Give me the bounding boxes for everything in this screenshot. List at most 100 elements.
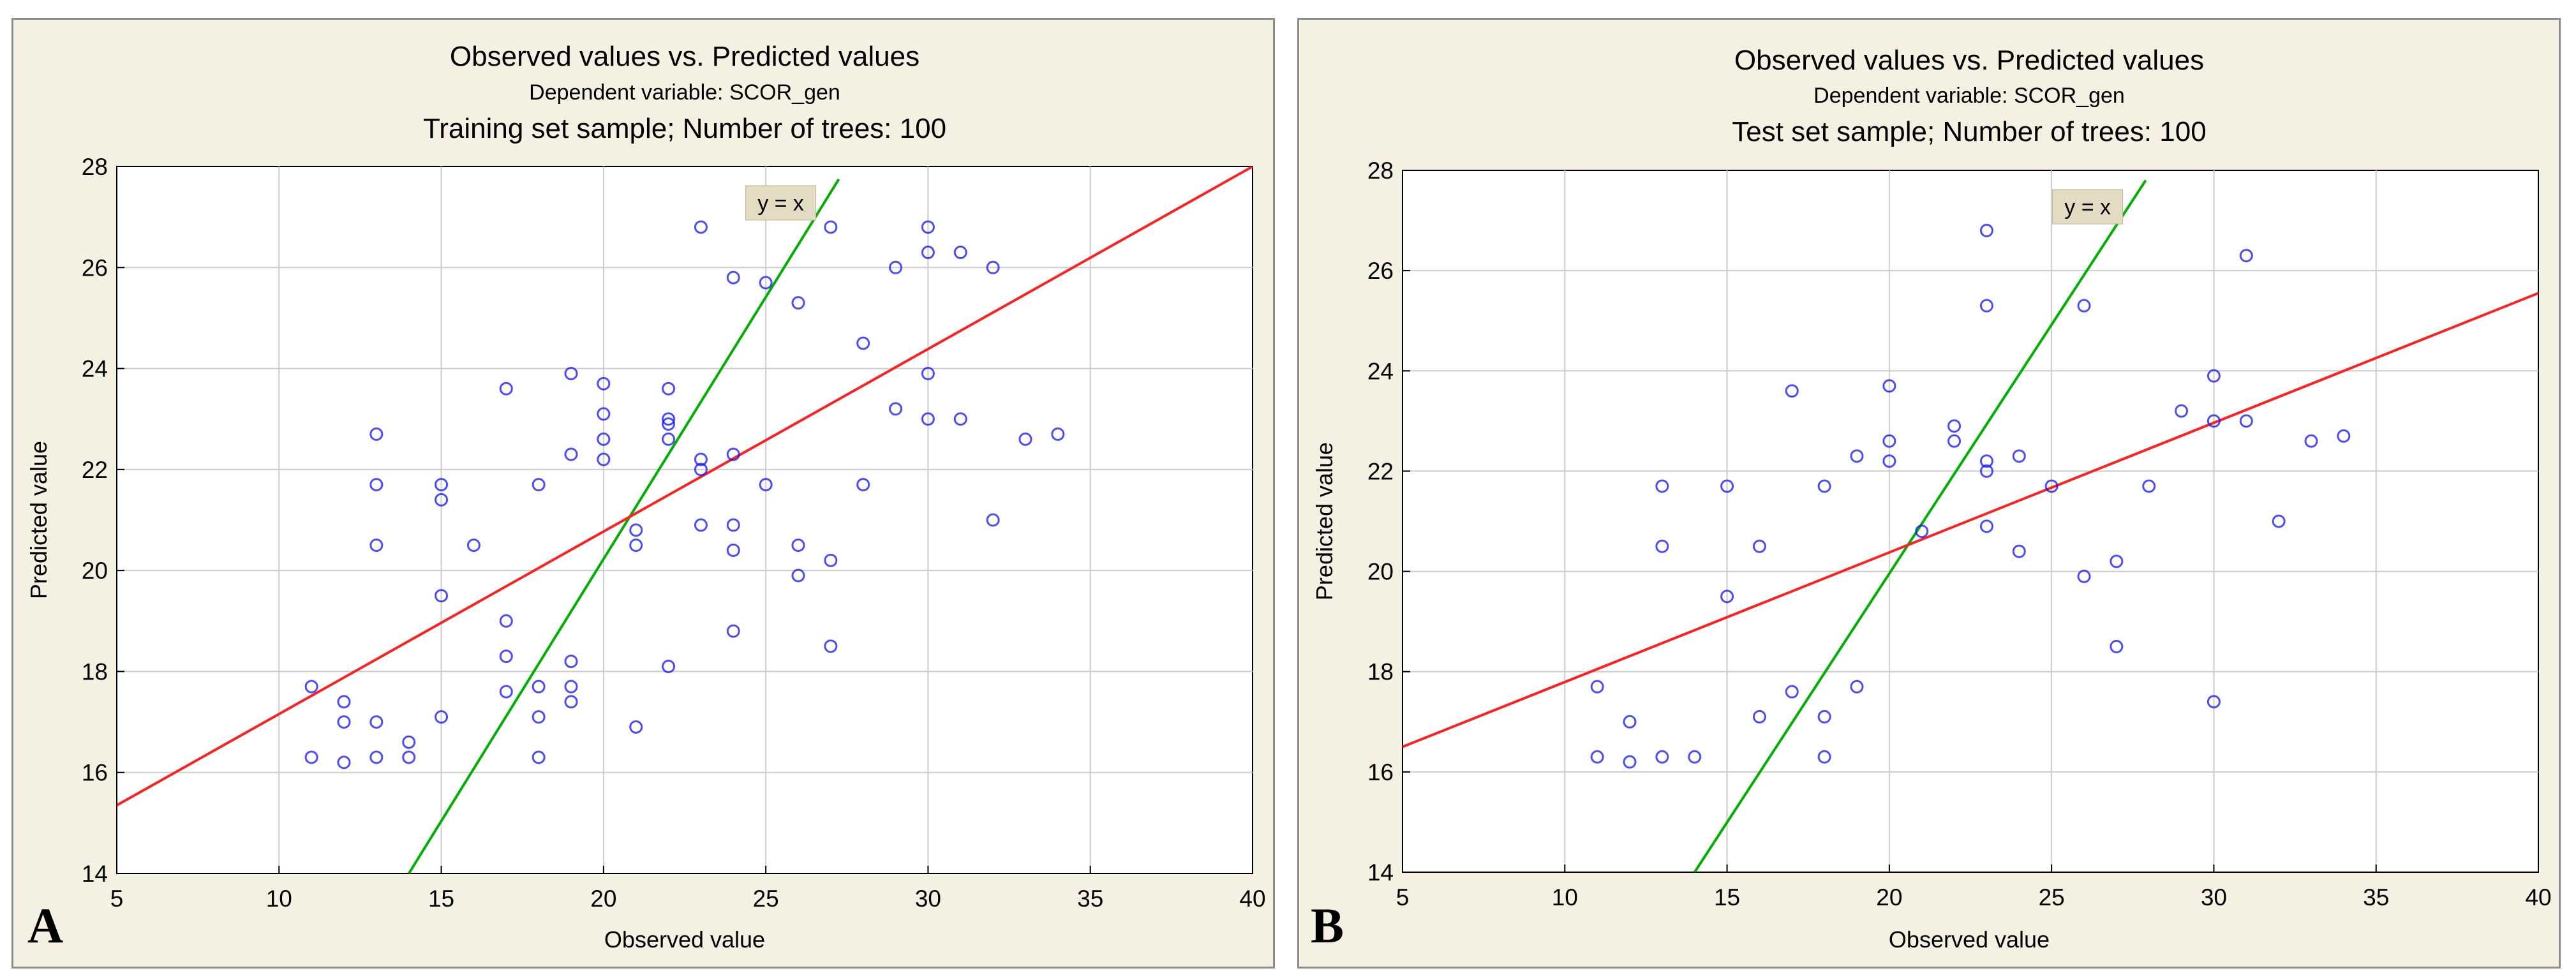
data-point [921,246,935,260]
data-point [1882,379,1896,393]
data-point [499,650,513,664]
data-point [791,296,805,310]
data-point [2175,404,2189,418]
y-tick-label: 14 [82,861,108,887]
data-point [726,447,740,461]
y-tick-label: 28 [1367,158,1394,184]
x-tick-label: 15 [428,886,454,912]
data-point [369,538,383,553]
data-point [466,538,480,553]
data-point [1979,464,1993,478]
data-point [889,402,903,416]
y-tick-label: 20 [82,558,108,584]
x-tick-label: 30 [915,886,941,912]
data-point [337,715,351,729]
y-tick-label: 14 [1367,859,1394,886]
data-point [1979,519,1993,533]
data-point [369,427,383,441]
data-point [1817,479,1831,493]
annotation-box [2052,189,2124,225]
data-point [662,417,676,431]
data-point [921,366,935,380]
data-point [564,679,578,694]
data-point [1850,679,1864,694]
data-point [1979,454,1993,468]
data-point [1882,454,1896,468]
data-point [759,276,773,290]
data-point [2012,449,2026,463]
data-point [629,523,643,537]
x-tick-label: 40 [2525,884,2551,910]
data-point [532,679,546,694]
data-point [1850,449,1864,463]
data-point [694,463,708,477]
identity-line [408,178,840,873]
data-point [662,432,676,446]
x-tick-label: 35 [2363,884,2389,910]
chart-subtitle: Dependent variable: SCOR_gen [529,80,840,105]
data-point [1817,750,1831,764]
data-point [921,220,935,234]
x-tick-label: 25 [753,886,779,912]
chart-title: Observed values vs. Predicted values [450,41,919,72]
data-point [662,382,676,396]
x-tick-label: 30 [2201,884,2227,910]
data-point [2207,414,2221,428]
y-tick-label: 26 [82,255,108,281]
data-point [694,452,708,466]
data-point [2207,695,2221,709]
data-point [402,750,416,764]
data-point [791,568,805,583]
data-point [824,553,838,567]
data-point [2110,554,2124,568]
data-point [2239,414,2253,428]
chart-marks [117,167,1253,873]
data-point [856,478,870,492]
annotation-box [745,185,817,221]
chart-subtitle: Dependent variable: SCOR_gen [1813,84,2125,108]
data-point [662,412,676,426]
data-point [2044,479,2059,493]
y-tick-label: 22 [82,457,108,483]
y-tick-label: 16 [82,760,108,786]
chart-marks [1403,179,2538,872]
data-point [629,720,643,734]
data-point [1947,434,1962,448]
data-point [889,260,903,274]
data-point [921,412,935,426]
data-point [1655,750,1669,764]
y-tick-label: 28 [82,154,108,180]
chart-title: Observed values vs. Predicted values [1734,45,2204,76]
x-tick-label: 15 [1714,884,1740,910]
data-point [304,750,318,764]
annotation-label: y = x [2064,195,2111,219]
data-point [369,750,383,764]
data-point [1720,479,1734,493]
data-point [1817,709,1831,724]
chart-subtitle2: Training set sample; Number of trees: 10… [423,113,946,144]
data-point [532,750,546,764]
data-point [759,478,773,492]
regression-line [117,167,1253,806]
data-point [2077,569,2091,583]
data-point [1979,223,1993,237]
y-axis-label: Predicted value [1311,442,1337,600]
plot-area [116,166,1253,874]
data-point [1590,679,1604,694]
data-point [2272,514,2286,528]
data-point [726,518,740,532]
data-point [304,679,318,694]
data-point [1018,432,1032,446]
data-point [564,695,578,709]
x-tick-label: 5 [1396,884,1410,910]
x-tick-label: 10 [266,886,292,912]
data-point [1623,715,1637,729]
x-tick-label: 25 [2039,884,2065,910]
y-tick-label: 20 [1367,559,1394,585]
x-axis-label: Observed value [1889,926,2050,953]
data-point [499,382,513,396]
data-point [597,432,611,446]
y-tick-label: 26 [1367,258,1394,284]
x-tick-label: 20 [590,886,616,912]
y-tick-label: 24 [82,356,108,382]
